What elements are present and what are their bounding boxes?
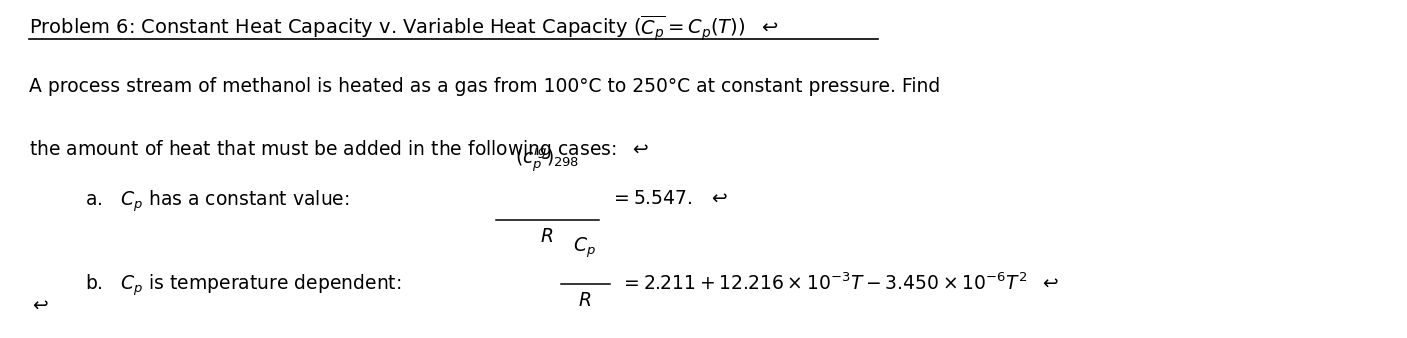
Text: A process stream of methanol is heated as a gas from 100°C to 250°C at constant : A process stream of methanol is heated a… [30, 77, 941, 96]
Text: the amount of heat that must be added in the following cases:  $\hookleftarrow$: the amount of heat that must be added in… [30, 138, 650, 161]
Text: b.   $C_p$ is temperature dependent:: b. $C_p$ is temperature dependent: [86, 273, 401, 298]
Text: Problem 6: Constant Heat Capacity v. Variable Heat Capacity ($\overline{C_p} = C: Problem 6: Constant Heat Capacity v. Var… [30, 14, 779, 44]
Text: $(c_p^{ig})_{298}$: $(c_p^{ig})_{298}$ [515, 143, 580, 174]
Text: $\hookleftarrow$: $\hookleftarrow$ [30, 295, 49, 314]
Text: $R$: $R$ [578, 291, 591, 310]
Text: $= 2.211 + 12.216 \times 10^{-3}T - 3.450 \times 10^{-6}T^2$  $\hookleftarrow$: $= 2.211 + 12.216 \times 10^{-3}T - 3.45… [619, 273, 1059, 294]
Text: $C_p$: $C_p$ [573, 235, 597, 260]
Text: $= 5.547.$  $\hookleftarrow$: $= 5.547.$ $\hookleftarrow$ [609, 189, 729, 208]
Text: $R$: $R$ [540, 227, 553, 246]
Text: a.   $C_p$ has a constant value:: a. $C_p$ has a constant value: [86, 189, 350, 214]
